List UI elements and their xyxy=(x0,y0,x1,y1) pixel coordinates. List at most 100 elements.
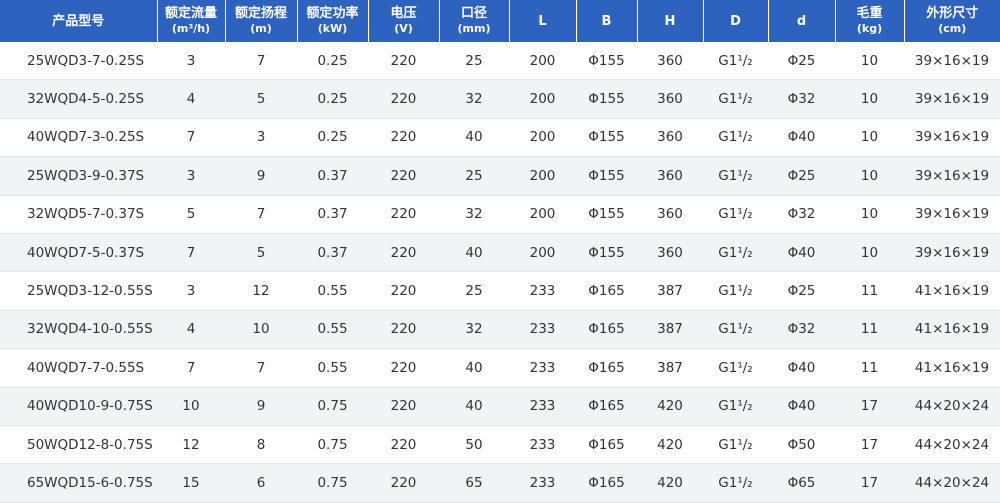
table-cell: Φ32 xyxy=(768,79,835,119)
table-cell: 7 xyxy=(225,195,297,234)
column-header: 额定流量 (m³/h) xyxy=(156,0,225,42)
column-label: 额定流量 xyxy=(164,6,217,21)
column-label: L xyxy=(538,13,547,29)
table-cell: Φ50 xyxy=(768,425,835,465)
table-cell: 360 xyxy=(637,79,703,119)
table-cell: Φ25 xyxy=(768,271,835,311)
table-cell: G1¹/₂ xyxy=(703,79,768,119)
table-cell: 25WQD3-9-0.37S xyxy=(0,156,157,196)
table-cell: 25WQD3-12-0.55S xyxy=(0,271,157,311)
table-cell: 44×20×24 xyxy=(904,463,1000,503)
table-cell: Φ65 xyxy=(768,463,835,503)
table-cell: 32 xyxy=(439,79,509,119)
table-cell: Φ155 xyxy=(576,42,637,81)
column-label: 外形尺寸 xyxy=(926,6,979,21)
table-row: 40WQD10-9-0.75S 10 9 0.75 220 40 233 Φ165 420 G1¹… xyxy=(0,387,1000,426)
table-cell: 44×20×24 xyxy=(904,387,1000,426)
table-row: 50WQD12-8-0.75S 12 8 0.75 220 50 233 Φ165 420 G1¹… xyxy=(0,425,1000,465)
table-cell: 40 xyxy=(439,118,509,158)
column-label: 电压 xyxy=(390,6,417,21)
column-label: B xyxy=(601,13,612,29)
table-cell: 5 xyxy=(225,79,297,119)
column-header: 电压 (V) xyxy=(367,0,439,42)
table-cell: 9 xyxy=(225,156,297,196)
table-cell: Φ155 xyxy=(576,233,637,273)
table-cell: 39×16×19 xyxy=(904,79,1000,119)
table-cell: 220 xyxy=(368,425,439,465)
column-unit: (m³/h) xyxy=(171,22,211,35)
table-cell: 40 xyxy=(439,348,509,388)
table-row: 65WQD15-6-0.75S 15 6 0.75 220 65 233 Φ165 420 G1¹… xyxy=(0,463,1000,503)
table-cell: 3 xyxy=(225,118,297,158)
table-cell: 200 xyxy=(509,79,576,119)
table-cell: 40WQD7-3-0.25S xyxy=(0,118,157,158)
table-cell: 41×16×19 xyxy=(904,310,1000,350)
column-label: 额定功率 xyxy=(306,6,359,21)
table-cell: 40 xyxy=(439,387,509,426)
table-cell: G1¹/₂ xyxy=(703,271,768,311)
table-cell: 12 xyxy=(157,425,225,465)
table-cell: 0.37 xyxy=(297,156,368,196)
table-cell: 360 xyxy=(637,156,703,196)
table-cell: 360 xyxy=(637,118,703,158)
table-cell: 15 xyxy=(157,463,225,503)
table-cell: 39×16×19 xyxy=(904,156,1000,196)
table-cell: 3 xyxy=(157,156,225,196)
table-cell: 200 xyxy=(509,118,576,158)
table-cell: 10 xyxy=(835,233,904,273)
table-cell: Φ165 xyxy=(576,387,637,426)
table-cell: Φ155 xyxy=(576,156,637,196)
table-cell: 233 xyxy=(509,310,576,350)
table-cell: G1¹/₂ xyxy=(703,156,768,196)
table-cell: 12 xyxy=(225,271,297,311)
table-cell: 11 xyxy=(835,271,904,311)
table-cell: 360 xyxy=(637,233,703,273)
table-row: 25WQD3-9-0.37S 3 9 0.37 220 25 200 Φ155 360 G1¹/₂… xyxy=(0,156,1000,196)
table-row: 32WQD4-5-0.25S 4 5 0.25 220 32 200 Φ155 360 G1¹/₂… xyxy=(0,79,1000,119)
column-label: d xyxy=(796,13,807,29)
header-row: 产品型号 额定流量 (m³/h) 额定扬程 (m) 额定功率 (kW) 电压 (V) 口径 (mm)… xyxy=(0,0,1000,42)
table-cell: 10 xyxy=(835,79,904,119)
table-cell: 40WQD7-7-0.55S xyxy=(0,348,157,388)
table-cell: Φ40 xyxy=(768,118,835,158)
table-cell: 8 xyxy=(225,425,297,465)
table-cell: 220 xyxy=(368,387,439,426)
table-cell: 10 xyxy=(157,387,225,426)
table-cell: 200 xyxy=(509,233,576,273)
table-cell: 200 xyxy=(509,195,576,234)
table-cell: 387 xyxy=(637,271,703,311)
table-cell: 220 xyxy=(368,271,439,311)
table-cell: 4 xyxy=(157,79,225,119)
column-label: 产品型号 xyxy=(52,13,105,29)
table-cell: 10 xyxy=(835,195,904,234)
table-cell: 10 xyxy=(835,156,904,196)
column-header: 产品型号 xyxy=(0,0,157,42)
column-label: H xyxy=(664,13,676,29)
table-cell: 220 xyxy=(368,79,439,119)
table-cell: 39×16×19 xyxy=(904,42,1000,81)
table-cell: Φ155 xyxy=(576,195,637,234)
table-cell: 360 xyxy=(637,42,703,81)
column-header: H xyxy=(636,0,703,42)
table-cell: 41×16×19 xyxy=(904,271,1000,311)
column-unit: (kg) xyxy=(856,22,883,35)
table-cell: 3 xyxy=(157,271,225,311)
table-cell: 39×16×19 xyxy=(904,195,1000,234)
column-unit: (cm) xyxy=(938,22,967,35)
table-cell: Φ40 xyxy=(768,348,835,388)
column-label: 额定扬程 xyxy=(234,6,287,21)
table-row: 25WQD3-12-0.55S 3 12 0.55 220 25 233 Φ165 387 G1¹… xyxy=(0,271,1000,311)
table-cell: 233 xyxy=(509,425,576,465)
table-cell: 233 xyxy=(509,463,576,503)
table-cell: 0.55 xyxy=(297,348,368,388)
table-cell: 387 xyxy=(637,310,703,350)
table-cell: Φ165 xyxy=(576,463,637,503)
table-cell: 39×16×19 xyxy=(904,233,1000,273)
table-cell: 0.37 xyxy=(297,233,368,273)
table-cell: 41×16×19 xyxy=(904,348,1000,388)
table-cell: 6 xyxy=(225,463,297,503)
table-cell: Φ25 xyxy=(768,156,835,196)
column-header: B xyxy=(575,0,637,42)
